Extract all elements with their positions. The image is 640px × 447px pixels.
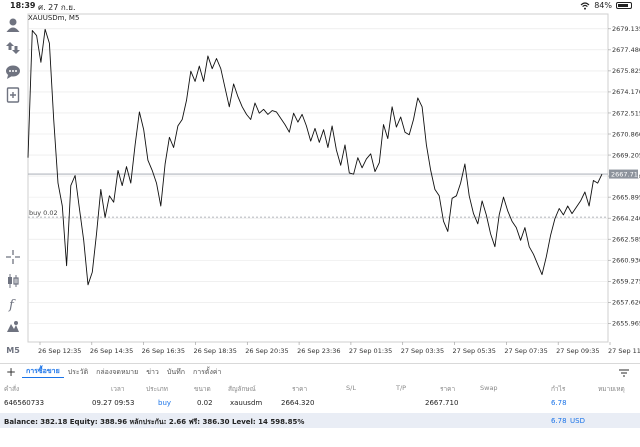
y-tick-label: 2675.825 <box>612 67 640 75</box>
x-tick-label: 26 Sep 16:35 <box>142 347 185 355</box>
x-tick-label: 26 Sep 18:35 <box>193 347 236 355</box>
crosshair-icon[interactable] <box>5 249 21 265</box>
row-order: 646560733 <box>4 399 45 407</box>
y-tick-label: 2665.895 <box>612 193 640 201</box>
positions-table-header: คำสั่ง เวลา ประเภท ขนาด สัญลักษณ์ ราคา S… <box>0 381 640 395</box>
tab-trade[interactable]: การซื้อขาย <box>22 366 64 378</box>
candlestick-icon[interactable] <box>5 273 21 289</box>
price-series-line <box>27 28 603 286</box>
y-tick-label: 2662.585 <box>612 236 640 244</box>
x-tick-label: 27 Sep 07:35 <box>504 347 547 355</box>
y-tick-label: 2660.930 <box>612 257 640 265</box>
y-tick-label: 2669.205 <box>612 151 640 159</box>
timeframe-button[interactable]: M5 <box>5 342 21 358</box>
trade-arrows-icon[interactable] <box>5 40 21 56</box>
balance-bar: Balance: 382.18 Equity: 388.96 หลักประกั… <box>0 413 640 428</box>
y-tick-label: 2655.965 <box>612 320 640 328</box>
row-current-price: 2667.710 <box>425 399 459 407</box>
sort-icon[interactable] <box>618 368 630 378</box>
x-tick-label: 27 Sep 11:35 <box>608 347 640 355</box>
x-tick-label: 26 Sep 20:35 <box>245 347 288 355</box>
add-icon[interactable]: + <box>5 365 17 379</box>
col-type: ประเภท <box>146 385 168 393</box>
tab-mailbox[interactable]: กล่องจดหมาย <box>96 367 139 376</box>
col-time: เวลา <box>111 385 125 393</box>
trade-level-label: buy 0.02 <box>29 209 58 217</box>
currency-label: USD <box>570 417 585 425</box>
x-tick-label: 27 Sep 03:35 <box>401 347 444 355</box>
y-tick-label: 2664.240 <box>612 214 640 222</box>
status-date: ศ. 27 ก.ย. <box>38 3 76 12</box>
objects-icon[interactable] <box>5 319 21 335</box>
y-tick-label: 2659.275 <box>612 278 640 286</box>
status-right: 84% <box>580 1 632 10</box>
x-tick-label: 26 Sep 12:35 <box>38 347 81 355</box>
status-time: 18:39 <box>10 1 36 10</box>
row-profit: 6.78 <box>551 399 567 407</box>
row-time: 09.27 09:53 <box>92 399 135 407</box>
chat-icon[interactable] <box>5 64 21 80</box>
col-sl: S/L <box>346 384 356 392</box>
chart-toolbar: f M5 <box>0 12 26 360</box>
x-tick-label: 26 Sep 14:35 <box>90 347 133 355</box>
row-open-price: 2664.320 <box>281 399 315 407</box>
y-tick-label: 2674.170 <box>612 88 640 96</box>
col-price: ราคา <box>292 385 308 393</box>
current-price-label: 2667.710 <box>611 170 640 178</box>
row-size: 0.02 <box>197 399 213 407</box>
col-tp: T/P <box>396 384 407 392</box>
balance-text: Balance: 382.18 Equity: 388.96 หลักประกั… <box>4 418 305 426</box>
y-tick-label: 2679.135 <box>612 25 640 33</box>
indicators-icon[interactable]: f <box>5 296 21 312</box>
col-swap: Swap <box>480 384 498 392</box>
col-comment: หมายเหตุ <box>598 385 625 393</box>
battery-icon <box>616 2 632 9</box>
tab-settings[interactable]: การตั้งค่า <box>192 367 222 376</box>
status-bar: 18:39 ศ. 27 ก.ย. 84% <box>0 0 640 12</box>
tab-journal[interactable]: บันทึก <box>166 367 185 376</box>
chart-symbol-label: XAUUSDm, M5 <box>28 14 80 22</box>
col-size: ขนาด <box>194 385 211 393</box>
plot-frame <box>27 13 609 343</box>
svg-text:f: f <box>8 298 16 312</box>
x-tick-label: 27 Sep 09:35 <box>556 347 599 355</box>
col-order: คำสั่ง <box>4 385 20 393</box>
battery-percent: 84% <box>594 1 612 10</box>
total-profit: 6.78 <box>551 417 567 425</box>
y-tick-label: 2657.620 <box>612 299 640 307</box>
new-order-icon[interactable] <box>5 87 21 103</box>
y-tick-label: 2677.480 <box>612 46 640 54</box>
price-chart-svg: 2679.135 2677.480 2675.825 2674.170 2672.515… <box>27 13 640 355</box>
col-symbol: สัญลักษณ์ <box>228 385 256 393</box>
table-row[interactable]: 646560733 09.27 09:53 buy 0.02 xauusdm 2… <box>0 396 640 410</box>
col-profit: กำไร <box>551 385 566 393</box>
wifi-icon <box>580 1 590 10</box>
current-price-tag <box>609 169 638 179</box>
col-current-price: ราคา <box>440 385 456 393</box>
x-tick-label: 27 Sep 01:35 <box>349 347 392 355</box>
tab-news[interactable]: ข่าว <box>146 367 159 376</box>
y-tick-label: 2670.860 <box>612 130 640 138</box>
timeframe-label: M5 <box>6 345 20 355</box>
account-icon[interactable] <box>5 17 21 33</box>
x-tick-label: 27 Sep 05:35 <box>453 347 496 355</box>
row-type: buy <box>158 399 172 407</box>
bottom-tab-bar: + การซื้อขาย ประวัติ กล่องจดหมาย ข่าว บั… <box>0 363 640 380</box>
price-chart[interactable]: 2679.135 2677.480 2675.825 2674.170 2672.515… <box>26 12 640 362</box>
tab-history[interactable]: ประวัติ <box>67 367 89 376</box>
y-tick-label: 2672.515 <box>612 109 640 117</box>
row-symbol: xauusdm <box>230 399 263 407</box>
x-tick-label: 26 Sep 23:36 <box>297 347 340 355</box>
